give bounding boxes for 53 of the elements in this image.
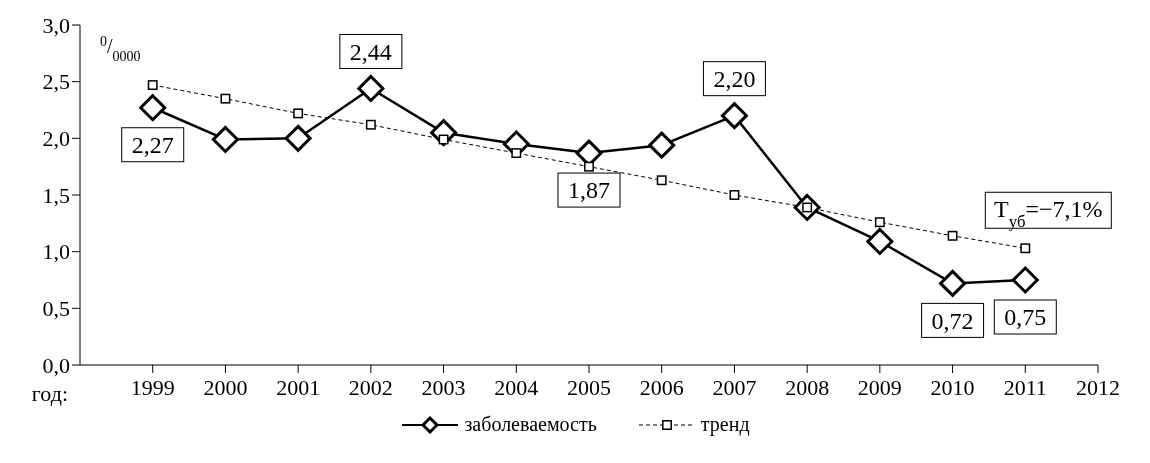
x-tick-label: 2001 — [276, 374, 321, 400]
point — [220, 93, 231, 104]
x-tick-label: 2011 — [1003, 374, 1047, 400]
point — [139, 94, 167, 122]
x-tick-label: 2008 — [785, 374, 830, 400]
point — [1011, 266, 1039, 294]
point — [1020, 243, 1031, 254]
point — [729, 190, 740, 200]
y-tick-label: 0,5 — [42, 296, 70, 322]
data-label: 0,72 — [931, 307, 974, 334]
point — [147, 80, 158, 91]
point — [648, 131, 676, 159]
y-tick-label: 2,5 — [42, 69, 70, 95]
x-tick-label: 2009 — [857, 374, 902, 400]
x-tick-label: 2005 — [567, 374, 611, 400]
x-tick-label: 2012 — [1076, 374, 1120, 400]
x-tick-label: 2007 — [712, 374, 757, 400]
legend-label: тренд — [700, 413, 750, 436]
point — [947, 230, 958, 241]
point — [284, 124, 312, 152]
point — [511, 148, 522, 159]
data-label: 2,27 — [131, 132, 174, 159]
y-tick-label: 1,5 — [42, 182, 70, 208]
x-axis-title: год: — [31, 381, 68, 406]
data-label: 1,87 — [568, 177, 610, 204]
point — [357, 74, 385, 102]
x-tick-label: 2006 — [639, 374, 684, 400]
point — [365, 119, 376, 130]
y-tick-label: 1,0 — [42, 239, 70, 265]
y-axis-title: $^{0}$/$_{0000}$ — [100, 33, 141, 64]
point — [874, 217, 885, 228]
point — [939, 269, 967, 297]
y-tick-label: 3,0 — [42, 12, 70, 38]
point — [866, 227, 894, 255]
data-label: 2,44 — [349, 38, 392, 65]
x-tick-label: 2000 — [203, 374, 248, 400]
x-tick-label: 2002 — [348, 374, 393, 400]
point — [656, 175, 667, 186]
annotation: Т$_{уб}$=−7,1% — [994, 196, 1103, 231]
data-label: 0,75 — [1004, 304, 1047, 331]
x-tick-label: 2004 — [494, 374, 539, 400]
point — [293, 108, 304, 119]
point — [720, 102, 748, 130]
point — [438, 134, 449, 145]
legend-label: заболеваемость — [464, 413, 597, 436]
point — [211, 125, 239, 153]
y-tick-label: 2,0 — [42, 126, 70, 152]
x-tick-label: 2003 — [421, 374, 466, 400]
x-tick-label: 2010 — [930, 374, 975, 400]
data-label: 2,20 — [713, 66, 756, 93]
x-tick-label: 1999 — [130, 374, 175, 400]
point — [584, 161, 594, 172]
y-tick-label: 0,0 — [42, 352, 70, 378]
